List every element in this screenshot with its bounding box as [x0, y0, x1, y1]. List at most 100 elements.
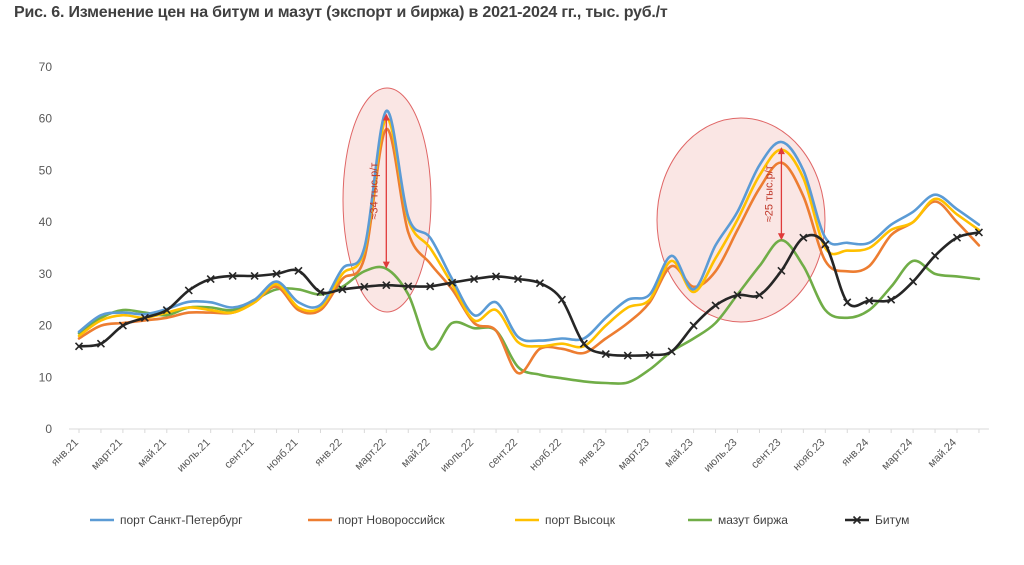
bitum-point-stroke	[338, 285, 347, 294]
bitum-point	[140, 313, 149, 322]
bitum-point	[952, 233, 962, 242]
legend-item[interactable]: порт Санкт-Петербург	[90, 513, 243, 527]
annotation-label: ≈34 тыс.р/т	[368, 163, 380, 220]
bitum-point	[426, 282, 435, 291]
bitum-point	[930, 251, 940, 260]
annotation-label: ≈25 тыс.р/т	[763, 165, 775, 222]
bitum-point	[974, 228, 984, 237]
chart-title: Рис. 6. Изменение цен на битум и мазут (…	[14, 4, 668, 21]
bitum-point-stroke	[74, 342, 84, 351]
series-line-3	[77, 238, 981, 385]
annotation-arrowhead-down	[382, 261, 390, 269]
legend-item[interactable]: порт Новороссийск	[308, 513, 445, 527]
x-tick-label: март.22	[353, 437, 389, 473]
bitum-point-stroke	[140, 313, 149, 322]
bitum-point-stroke	[491, 272, 501, 281]
series-line-2	[77, 117, 981, 349]
bitum-point-stroke	[382, 281, 391, 290]
bitum-point-stroke	[952, 233, 962, 242]
x-tick-label: янв.22	[313, 437, 345, 469]
x-tick-label: июль.21	[175, 437, 213, 475]
legend-label: Битум	[875, 513, 909, 527]
y-tick-label: 0	[45, 422, 52, 436]
bitum-point-stroke	[513, 274, 523, 284]
bitum-point	[118, 321, 127, 330]
bitum-point-stroke	[645, 350, 654, 360]
bitum-point-stroke	[184, 286, 193, 295]
bitum-point	[206, 274, 215, 284]
bitum-point-stroke	[865, 296, 874, 305]
x-tick-label: июль.23	[702, 437, 740, 475]
bitum-point	[360, 282, 369, 291]
bitum-point-stroke	[755, 290, 764, 300]
x-tick-label: сент.22	[486, 437, 521, 472]
bitum-point	[250, 271, 259, 280]
bitum-point	[470, 274, 479, 284]
x-tick-label: март.24	[879, 437, 915, 473]
bitum-point-stroke	[470, 274, 479, 284]
bitum-point-stroke	[667, 347, 676, 356]
x-tick-label: янв.23	[576, 437, 608, 469]
x-tick-label: сент.21	[222, 437, 257, 472]
y-tick-label: 20	[39, 319, 53, 333]
bitum-point	[623, 351, 632, 360]
bitum-point-stroke	[228, 271, 237, 280]
x-tick-label: май.21	[136, 437, 169, 470]
bitum-point-stroke	[557, 295, 566, 304]
bitum-point-stroke	[294, 266, 303, 275]
y-tick-label: 60	[39, 112, 53, 126]
bitum-point	[228, 271, 237, 280]
bitum-point	[535, 279, 545, 288]
bitum-point-stroke	[360, 282, 369, 291]
x-tick-label: май.22	[399, 437, 432, 470]
bitum-point	[887, 295, 896, 304]
legend-marker	[852, 515, 862, 525]
legend-item[interactable]: мазут биржа	[688, 513, 788, 527]
series-line-4	[77, 231, 981, 357]
bitum-point-stroke	[821, 240, 830, 249]
bitum-point-stroke	[777, 266, 786, 275]
bitum-point	[777, 266, 786, 275]
bitum-point	[601, 349, 610, 359]
bitum-point	[733, 290, 742, 300]
bitum-point-stroke	[601, 349, 610, 359]
x-tick-label: янв.24	[839, 437, 871, 469]
legend-label: порт Новороссийск	[338, 513, 445, 527]
bitum-point	[799, 233, 808, 242]
bitum-point	[162, 305, 171, 315]
x-tick-label: нояб.21	[264, 437, 301, 474]
annotation-arrowhead-up	[382, 113, 390, 121]
bitum-point	[338, 285, 347, 294]
bitum-point	[909, 277, 918, 286]
legend-label: порт Высоцк	[545, 513, 616, 527]
x-tick-label: март.21	[89, 437, 125, 473]
bitum-point-stroke	[426, 282, 435, 291]
legend-item[interactable]: порт Высоцк	[515, 513, 616, 527]
bitum-point-stroke	[206, 274, 215, 284]
bitum-point-stroke	[316, 287, 325, 297]
bitum-point	[316, 287, 325, 297]
x-tick-label: май.24	[926, 437, 959, 470]
bitum-point	[579, 339, 588, 348]
bitum-point-stroke	[623, 351, 632, 360]
x-tick-label: июль.22	[438, 437, 476, 475]
bitum-point-stroke	[689, 321, 698, 330]
bitum-point	[689, 321, 698, 330]
bitum-point-stroke	[96, 339, 106, 348]
legend-item[interactable]: Битум	[845, 513, 909, 527]
bitum-point-stroke	[974, 228, 984, 237]
bitum-point	[513, 274, 523, 284]
y-tick-label: 40	[39, 215, 53, 229]
bitum-point-stroke	[448, 278, 457, 287]
bitum-point	[557, 295, 566, 304]
bitum-point-stroke	[250, 271, 259, 280]
bitum-point	[184, 286, 193, 295]
bitum-point-stroke	[118, 321, 127, 330]
bitum-point	[755, 290, 764, 300]
bitum-point	[96, 339, 106, 348]
bitum-point-stroke	[799, 233, 808, 242]
x-tick-label: янв.21	[49, 437, 81, 469]
bitum-point	[491, 272, 501, 281]
bitum-point-stroke	[404, 282, 413, 291]
